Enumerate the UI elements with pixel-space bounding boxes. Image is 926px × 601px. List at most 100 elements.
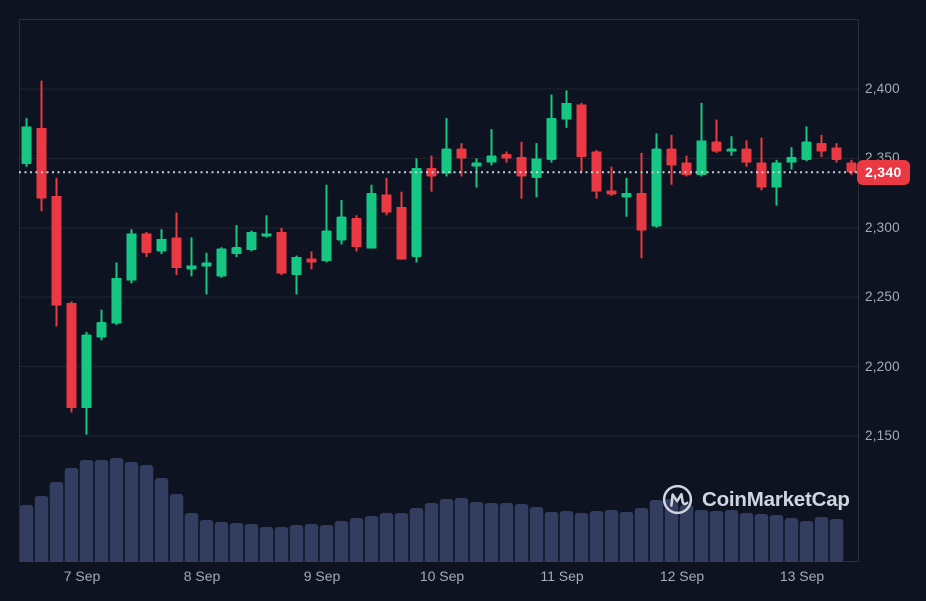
- volume-bar: [49, 482, 64, 562]
- candle-body-down: [576, 104, 587, 158]
- volume-bar: [379, 513, 394, 562]
- current-price-badge: 2,340: [857, 159, 910, 185]
- candle-body-up: [186, 265, 197, 270]
- volume-bar: [184, 513, 199, 562]
- candle-body-up: [786, 157, 797, 163]
- volume-bar: [34, 496, 49, 562]
- candle-body-down: [666, 148, 677, 166]
- price-tick-label: 2,200: [865, 358, 900, 374]
- candle-body-up: [201, 262, 212, 267]
- volume-bar: [319, 525, 334, 562]
- volume-bar: [214, 522, 229, 562]
- date-tick-label: 12 Sep: [659, 568, 705, 584]
- volume-bar: [589, 511, 604, 562]
- candle-body-down: [66, 302, 77, 409]
- candle-body-up: [411, 168, 422, 257]
- candle-body-down: [306, 258, 317, 263]
- volume-bar: [454, 498, 469, 562]
- candle-body-up: [21, 126, 32, 164]
- candle-body-up: [321, 230, 332, 262]
- candle-body-down: [741, 148, 752, 163]
- volume-bar: [274, 527, 289, 562]
- date-tick-label: 10 Sep: [419, 568, 465, 584]
- candle-body-down: [351, 218, 362, 248]
- volume-bar: [94, 460, 109, 562]
- volume-bar: [559, 511, 574, 562]
- volume-bar: [394, 513, 409, 562]
- candle-body-up: [651, 148, 662, 227]
- volume-bar: [604, 510, 619, 562]
- candle-body-down: [171, 237, 182, 269]
- price-tick-label: 2,250: [865, 289, 900, 305]
- volume-bar: [364, 516, 379, 562]
- volume-bar: [784, 518, 799, 562]
- price-tick-label: 2,400: [865, 81, 900, 96]
- date-tick-label: 11 Sep: [540, 568, 584, 584]
- volume-bar: [484, 503, 499, 562]
- candle-body-down: [51, 195, 62, 306]
- coinmarketcap-logo-icon: [661, 483, 694, 516]
- candle-body-up: [771, 162, 782, 188]
- volume-bar: [19, 505, 34, 562]
- candle-body-up: [156, 238, 167, 252]
- candle-body-up: [621, 193, 632, 198]
- candle-body-down: [396, 206, 407, 260]
- candle-body-down: [831, 147, 842, 160]
- candle-body-down: [681, 162, 692, 176]
- volume-bar: [709, 511, 724, 562]
- volume-bar: [499, 503, 514, 562]
- candle-body-up: [801, 141, 812, 160]
- volume-bar: [514, 504, 529, 562]
- volume-bar: [289, 525, 304, 562]
- volume-bar: [139, 465, 154, 562]
- volume-bar: [769, 515, 784, 562]
- plot-border: [19, 19, 859, 562]
- candle-body-down: [456, 148, 467, 159]
- volume-bar: [259, 527, 274, 562]
- candle-body-down: [381, 194, 392, 213]
- candle-body-down: [816, 143, 827, 152]
- candle-body-up: [561, 102, 572, 120]
- price-tick-label: 2,150: [865, 428, 900, 443]
- candle-body-up: [336, 216, 347, 241]
- candle-body-up: [111, 277, 122, 324]
- candle-body-up: [441, 148, 452, 174]
- price-tick-label: 2,300: [865, 219, 900, 235]
- volume-bar: [754, 514, 769, 562]
- candle-body-up: [696, 140, 707, 176]
- candle-body-up: [366, 193, 377, 249]
- candle-body-up: [471, 162, 482, 167]
- volume-bar: [79, 460, 94, 562]
- candle-body-down: [276, 231, 287, 274]
- candle-body-down: [606, 190, 617, 195]
- volume-bar: [694, 510, 709, 562]
- candle-body-down: [636, 193, 647, 231]
- candle-body-down: [756, 162, 767, 188]
- candle-body-up: [231, 247, 242, 255]
- volume-bar: [334, 521, 349, 562]
- volume-bar: [574, 513, 589, 562]
- chart-plot-area[interactable]: [19, 19, 859, 562]
- volume-bar: [469, 502, 484, 562]
- volume-bar: [544, 512, 559, 562]
- chart-canvas: [19, 19, 859, 562]
- volume-bar: [529, 507, 544, 562]
- date-tick-label: 9 Sep: [303, 568, 341, 584]
- volume-bar: [649, 500, 664, 562]
- candle-body-down: [846, 162, 857, 173]
- date-tick-label: 8 Sep: [183, 568, 221, 584]
- volume-bar: [244, 524, 259, 562]
- candle-body-up: [81, 334, 92, 409]
- volume-bar: [124, 462, 139, 562]
- volume-bar: [829, 519, 844, 562]
- candle-body-up: [216, 248, 227, 277]
- volume-bar: [679, 505, 694, 562]
- volume-bar: [199, 520, 214, 562]
- watermark: CoinMarketCap: [661, 483, 850, 516]
- volume-bar: [439, 499, 454, 562]
- candle-body-up: [486, 155, 497, 163]
- volume-bar: [739, 513, 754, 562]
- candle-body-up: [531, 158, 542, 178]
- candle-body-up: [291, 256, 302, 275]
